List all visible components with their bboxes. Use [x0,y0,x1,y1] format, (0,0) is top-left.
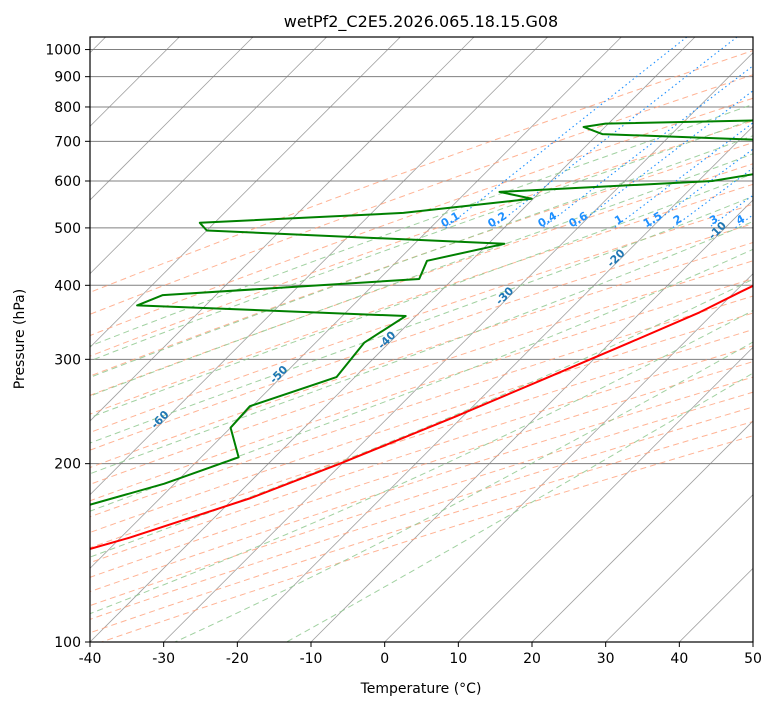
isotherm-line [90,37,254,201]
y-tick-label: 300 [54,352,81,368]
mixing-ratio-line [672,167,753,229]
dry-adiabat-line [90,50,753,293]
x-tick-label: -10 [300,651,323,667]
isotherm-line [458,346,753,642]
y-tick-label: 400 [54,278,81,294]
isotherm-line [90,37,475,422]
isotherm-line [90,37,327,275]
dry-adiabat-line [90,120,753,357]
isotherm-line [531,420,753,642]
dry-adiabat-line [90,278,753,502]
moist-adiabat-line [90,118,753,362]
y-tick-label: 800 [54,100,81,116]
mixing-ratio-line [492,37,738,229]
plot-frame [89,36,754,643]
isotherm-line [605,494,753,642]
dry-adiabat-line [90,329,753,549]
isotherm-line [310,199,753,642]
background-lines [90,37,753,642]
x-tick-label: -20 [226,651,249,667]
temperature-line [90,284,753,551]
x-tick-label: -40 [79,651,102,667]
isotherm-line [90,37,401,348]
mixing-ratio-line [647,148,753,229]
dry-adiabat-line [90,361,753,578]
dry-adiabat-line [90,163,753,396]
y-axis: 1000 900 800 700 600 500 400 300 200 100 [45,43,90,651]
isotherm-line [237,125,753,642]
plot-area [90,37,753,642]
dry-adiabat-line [90,391,753,607]
moist-adiabat-line [90,153,753,397]
y-tick-label: 600 [54,174,81,190]
mixing-ratio-line [445,37,688,229]
isotherm-line [90,37,696,642]
y-axis-title: Pressure (hPa) [12,289,28,389]
x-tick-label: -30 [152,651,175,667]
y-tick-label: 500 [54,221,81,237]
x-axis-title: Temperature (°C) [360,681,482,697]
isotherm-line [752,641,753,642]
isotherm-line [384,273,753,642]
y-tick-label: 100 [54,635,81,651]
y-tick-label: 700 [54,134,81,150]
x-tick-label: 30 [597,651,615,667]
x-tick-label: 40 [670,651,688,667]
x-tick-label: 10 [449,651,467,667]
dry-adiabat-line [90,312,753,533]
dry-adiabat-line [90,223,753,451]
x-axis: -40 -30 -20 -10 0 10 20 30 40 50 [79,642,762,667]
isotherm-line [163,52,753,642]
moist-adiabat-line [90,173,753,419]
x-tick-label: 20 [523,651,541,667]
moist-adiabat-line [90,195,753,444]
dry-adiabat-line [90,97,753,337]
dry-adiabat-line [90,183,753,415]
x-tick-label: 50 [744,651,762,667]
profile-lines [90,119,753,551]
chart-title: wetPf2_C2E5.2026.065.18.15.G08 [284,12,558,32]
moist-adiabat-line [90,278,753,558]
y-tick-label: 1000 [45,43,81,59]
dry-adiabat-line [90,260,753,485]
isotherm-line [90,37,548,496]
y-tick-label: 900 [54,70,81,86]
dry-adiabat-line [90,74,753,315]
isotherm-label: -70 [13,469,36,492]
dewpoint-line [90,119,753,506]
y-tick-label: 200 [54,457,81,473]
x-tick-label: 0 [380,651,389,667]
dry-adiabat-line [90,142,753,377]
